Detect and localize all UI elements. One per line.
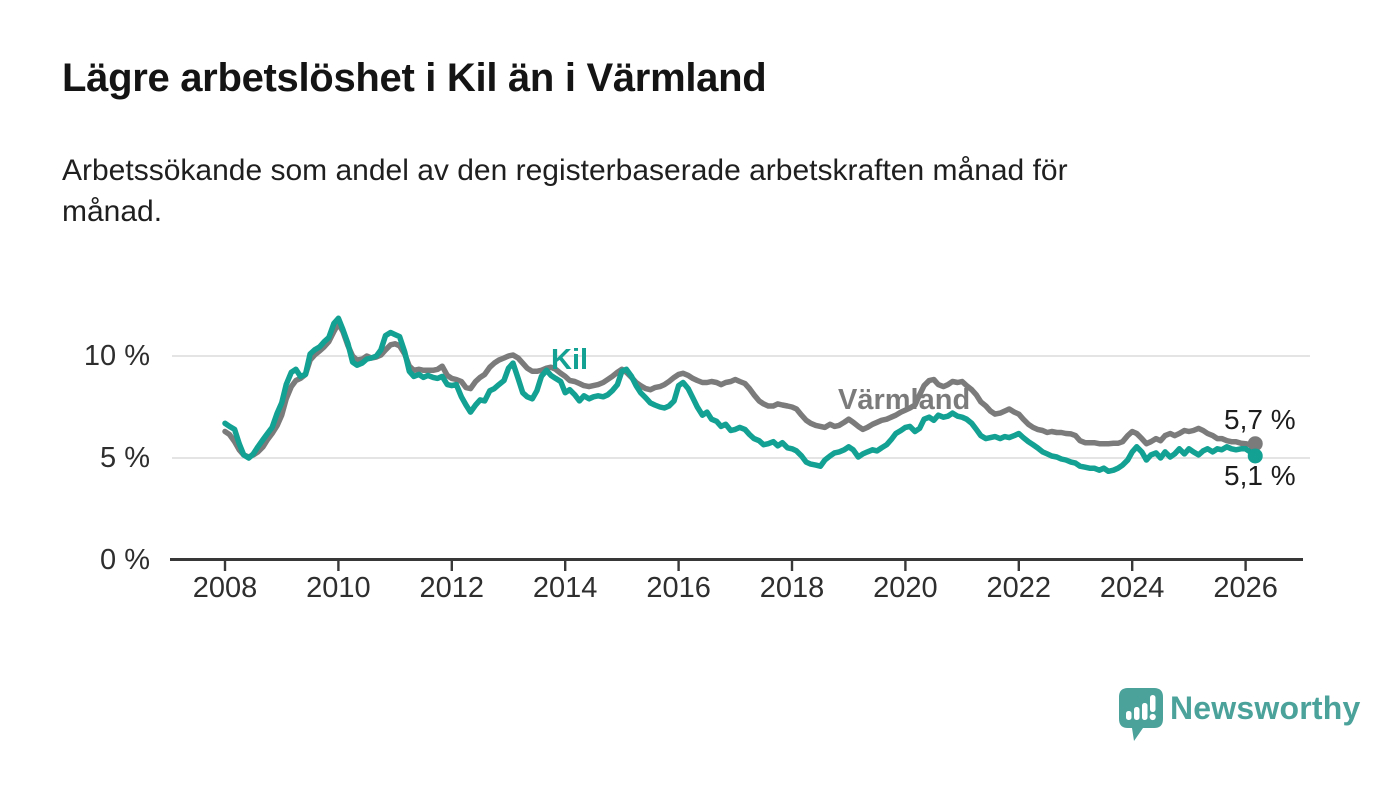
page-title: Lägre arbetslöshet i Kil än i Värmland [62, 56, 767, 100]
x-tick-label-2016: 2016 [646, 572, 711, 604]
chart-subtitle: Arbetssökande som andel av den registerb… [62, 154, 1068, 229]
y-tick-label-10: 10 % [83, 340, 150, 372]
x-tick-label-2008: 2008 [192, 572, 258, 604]
x-tick-label-2020: 2020 [873, 572, 938, 604]
x-tick-label-2026: 2026 [1213, 572, 1278, 604]
series-end-dot-värmland [1247, 436, 1263, 452]
newsworthy-logo-text: Newsworthy [1170, 690, 1361, 726]
newsworthy-logo-icon [1119, 688, 1163, 741]
y-tick-label-0: 0 % [100, 544, 150, 576]
x-tick-label-2024: 2024 [1099, 572, 1165, 604]
x-tick-label-2012: 2012 [419, 572, 485, 604]
x-tick-label-2010: 2010 [306, 572, 371, 604]
series-label-kil: Kil [551, 344, 589, 376]
end-value-label-kil: 5,1 % [1224, 460, 1296, 491]
end-value-label-varmland: 5,7 % [1224, 404, 1296, 435]
x-tick-label-2022: 2022 [986, 572, 1052, 604]
x-tick-label-2018: 2018 [759, 572, 825, 604]
series-end-dot-kil [1247, 448, 1263, 464]
series-line-kil [222, 315, 1258, 475]
x-tick-label-2014: 2014 [532, 572, 598, 604]
y-tick-label-5: 5 % [100, 442, 150, 474]
series-line-värmland [222, 320, 1258, 460]
series-label-varmland: Värmland [838, 384, 971, 416]
